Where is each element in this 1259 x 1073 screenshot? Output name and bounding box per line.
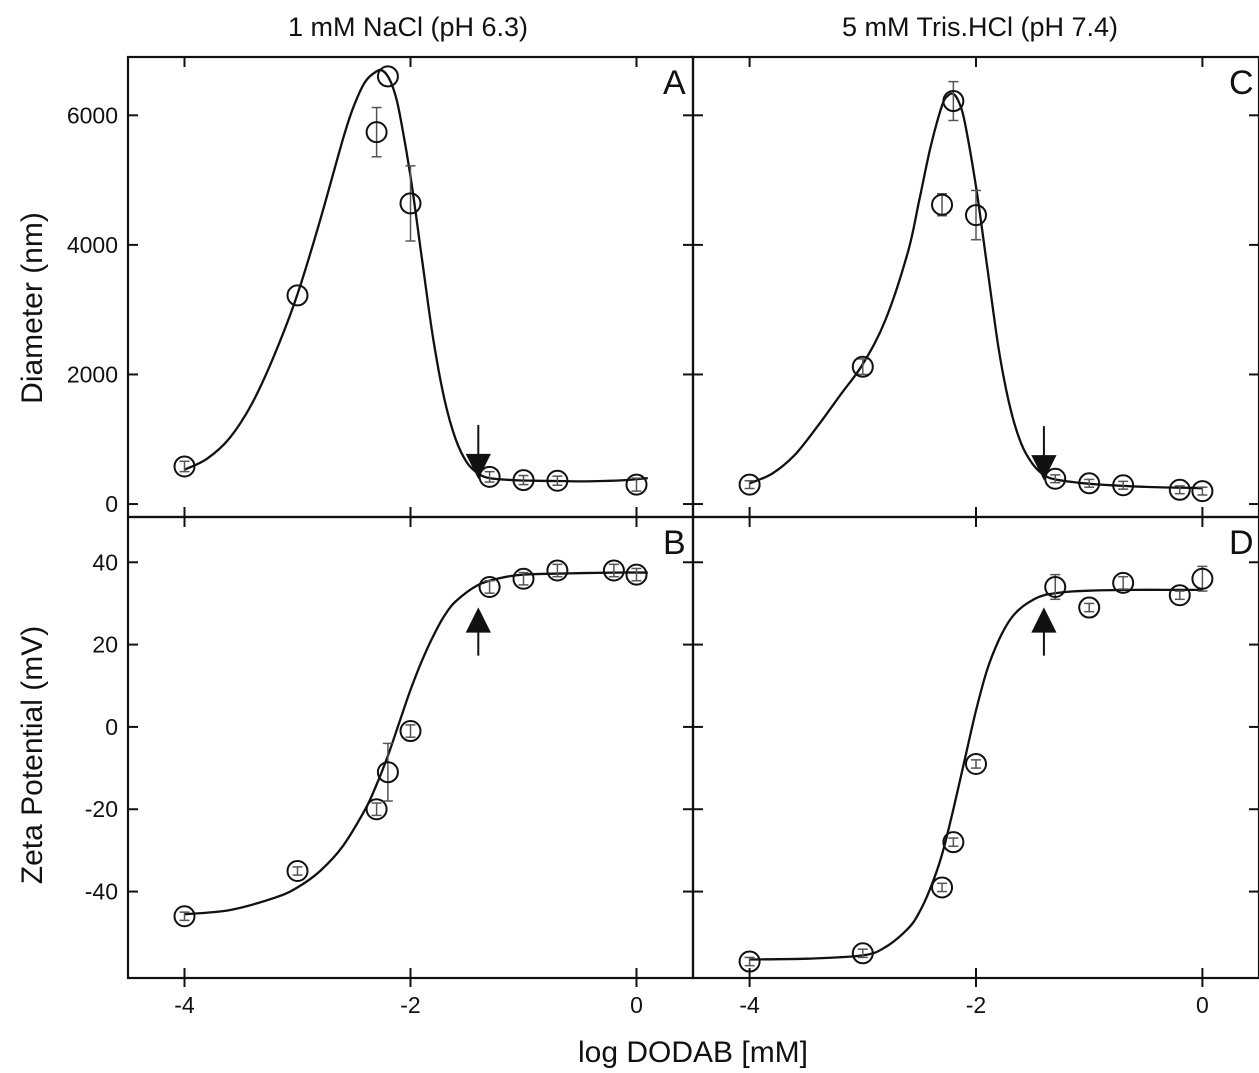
panel-c-data-point <box>738 473 761 496</box>
panel-c-frame <box>691 55 1259 519</box>
panel-d-data-point <box>1078 596 1101 619</box>
panel-b-data-point <box>365 798 388 821</box>
panel-c-data-point <box>1112 474 1135 497</box>
panel-c-data-point <box>1191 480 1214 503</box>
panel-d-data-point <box>738 950 761 973</box>
panel-d-arrow-head <box>1031 607 1057 633</box>
panel-b-y-tick-label: 40 <box>92 549 118 575</box>
panel-b-data-point <box>376 761 399 784</box>
panel-b-y-tick-label: -40 <box>85 879 118 905</box>
panel-a-data-point <box>365 121 388 144</box>
panel-b-y-tick-label: 0 <box>105 714 118 740</box>
panel-b-data-point <box>478 575 501 598</box>
x-axis-title: log DODAB [mM] <box>578 1036 808 1069</box>
column-title-left: 1 mM NaCl (pH 6.3) <box>288 12 528 42</box>
panel-d-data-point <box>1191 567 1214 590</box>
panel-c-data-point <box>1078 472 1101 495</box>
panel-c-data-point <box>1044 467 1067 490</box>
panel-a-y-tick-label: 2000 <box>67 361 118 387</box>
panel-d-data-point <box>851 942 874 965</box>
panel-d-letter: D <box>1229 524 1254 562</box>
panel-d-x-tick-label: -2 <box>966 992 986 1018</box>
panel-a-arrow-head <box>465 453 491 480</box>
panel-c-data-point <box>851 355 874 378</box>
panel-d-data-point <box>931 876 954 899</box>
panel-a-letter: A <box>663 64 686 102</box>
panel-b-fit-curve <box>184 571 648 916</box>
panel-b-data-point <box>625 563 648 586</box>
panel-b-arrow-head <box>465 607 491 633</box>
panel-b-y-tick-label: 20 <box>92 632 118 658</box>
panel-c-letter: C <box>1229 64 1254 102</box>
panel-c-data-point <box>965 204 987 227</box>
panel-d-x-tick-label: -4 <box>739 992 760 1018</box>
panel-d-data-point <box>942 831 965 854</box>
panel-c-data-point <box>1168 478 1191 501</box>
column-title-right: 5 mM Tris.HCl (pH 7.4) <box>842 12 1118 42</box>
panel-b-letter: B <box>663 524 686 562</box>
panel-b-data-point <box>173 905 196 928</box>
panel-c-arrow-head <box>1031 455 1057 481</box>
panel-b-x-tick-label: -4 <box>174 992 195 1018</box>
panel-a-data-point <box>376 65 399 88</box>
panel-d-fit-curve <box>749 588 1203 961</box>
panel-d-data-point <box>965 752 987 775</box>
panel-a-y-tick-label: 4000 <box>67 232 118 258</box>
panel-b-y-tick-label: -20 <box>85 796 118 822</box>
panel-d-data-point <box>1044 575 1067 598</box>
panel-d-data-point <box>1112 571 1135 594</box>
panel-a-data-point <box>286 284 309 307</box>
panel-b-data-point <box>512 567 535 590</box>
panel-a-data-point <box>173 455 196 478</box>
y-axis-title-zeta: Zeta Potential (mV) <box>16 626 49 884</box>
panel-c-data-point <box>942 90 965 113</box>
panel-a-frame <box>126 55 695 519</box>
panel-a-data-point <box>512 469 535 492</box>
panel-a-data-point <box>478 465 501 488</box>
panel-c-fit-curve <box>749 92 1203 490</box>
panel-b-x-tick-label: -2 <box>400 992 420 1018</box>
panel-b-frame <box>126 515 695 980</box>
panel-c-data-point <box>931 193 954 216</box>
panel-a-fit-curve <box>184 68 648 483</box>
panel-b-data-point <box>546 559 569 582</box>
panel-b-data-point <box>399 720 422 743</box>
panel-b-x-tick-label: 0 <box>630 992 643 1018</box>
panel-d-x-tick-label: 0 <box>1196 992 1209 1018</box>
panel-d-data-point <box>1168 584 1191 607</box>
panel-b-data-point <box>286 859 309 882</box>
panel-a-data-point <box>625 473 648 496</box>
panel-a-y-tick-label: 0 <box>105 491 118 517</box>
panel-a-data-point <box>399 192 422 215</box>
panel-b-data-point <box>602 559 625 582</box>
panel-a-y-tick-label: 6000 <box>67 102 118 128</box>
panel-a-data-point <box>546 469 569 492</box>
y-axis-title-diameter: Diameter (nm) <box>16 212 49 404</box>
